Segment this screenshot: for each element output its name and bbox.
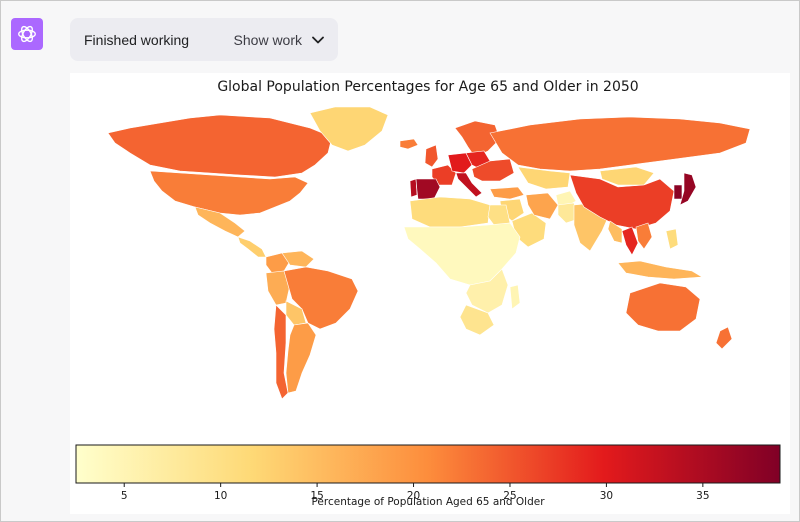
- region-kazakhstan: [517, 166, 571, 190]
- region-russia: [489, 116, 751, 172]
- region-indonesia: [617, 260, 703, 280]
- colorbar-tick-label: 20: [407, 490, 420, 502]
- region-argentina: [285, 322, 317, 394]
- region-south-korea: [673, 184, 683, 200]
- region-greenland: [309, 106, 389, 152]
- region-spain: [415, 178, 441, 200]
- region-portugal: [409, 178, 418, 198]
- region-egypt: [487, 204, 511, 226]
- region-france: [431, 164, 457, 186]
- assistant-avatar: [11, 18, 43, 50]
- region-iceland: [399, 138, 419, 150]
- work-status-bar: Finished working Show work: [70, 18, 338, 61]
- colorbar-tick-label: 35: [696, 490, 709, 502]
- region-germany: [447, 152, 473, 174]
- region-united-kingdom: [424, 144, 439, 168]
- region-venezuela: [281, 250, 315, 268]
- region-southeast-asia: [607, 220, 623, 244]
- region-central-america: [237, 236, 267, 258]
- region-australia: [625, 282, 701, 332]
- colorbar-tick-label: 5: [121, 490, 128, 502]
- region-eastern-europe: [471, 158, 515, 182]
- colorbar-tick-label: 10: [214, 490, 227, 502]
- region-pakistan: [557, 202, 579, 224]
- region-philippines: [665, 228, 679, 250]
- chart-image: Global Population Percentages for Age 65…: [70, 73, 790, 514]
- region-japan: [679, 172, 697, 206]
- region-italy: [455, 172, 483, 198]
- show-work-button[interactable]: Show work: [234, 32, 324, 48]
- region-iran: [525, 192, 559, 220]
- region-chile: [273, 304, 289, 400]
- colorbar: 5 10 15 20 25 30 35 Percentage of Population A…: [75, 444, 781, 508]
- openai-logo-icon: [18, 25, 36, 43]
- choropleth-chart: Global Population Percentages for Age 65…: [75, 79, 781, 508]
- colorbar-ticks: 5 10 15 20 25 30 35: [121, 483, 710, 502]
- region-china: [569, 174, 675, 230]
- region-north-africa: [409, 196, 491, 228]
- region-vietnam: [635, 222, 653, 250]
- colorbar-gradient: [75, 444, 781, 484]
- region-scandinavia: [454, 120, 501, 158]
- region-new-zealand: [715, 326, 733, 350]
- chart-title: Global Population Percentages for Age 65…: [217, 79, 638, 95]
- colorbar-tick-label: 25: [503, 490, 516, 502]
- region-brazil: [283, 266, 359, 330]
- region-south-africa: [459, 304, 495, 336]
- colorbar-label: Percentage of Population Aged 65 and Old…: [311, 496, 545, 508]
- region-united-states: [149, 170, 309, 216]
- region-madagascar: [509, 284, 521, 310]
- show-work-label: Show work: [233, 31, 302, 48]
- world-map: [107, 106, 751, 400]
- region-turkey: [489, 186, 525, 200]
- colorbar-tick-label: 30: [600, 490, 613, 502]
- status-text: Finished working: [84, 31, 190, 48]
- colorbar-tick-label: 15: [310, 490, 323, 502]
- region-southern-africa: [465, 268, 509, 314]
- chevron-down-icon: [312, 36, 324, 43]
- region-canada: [107, 114, 333, 178]
- region-thailand: [621, 226, 639, 256]
